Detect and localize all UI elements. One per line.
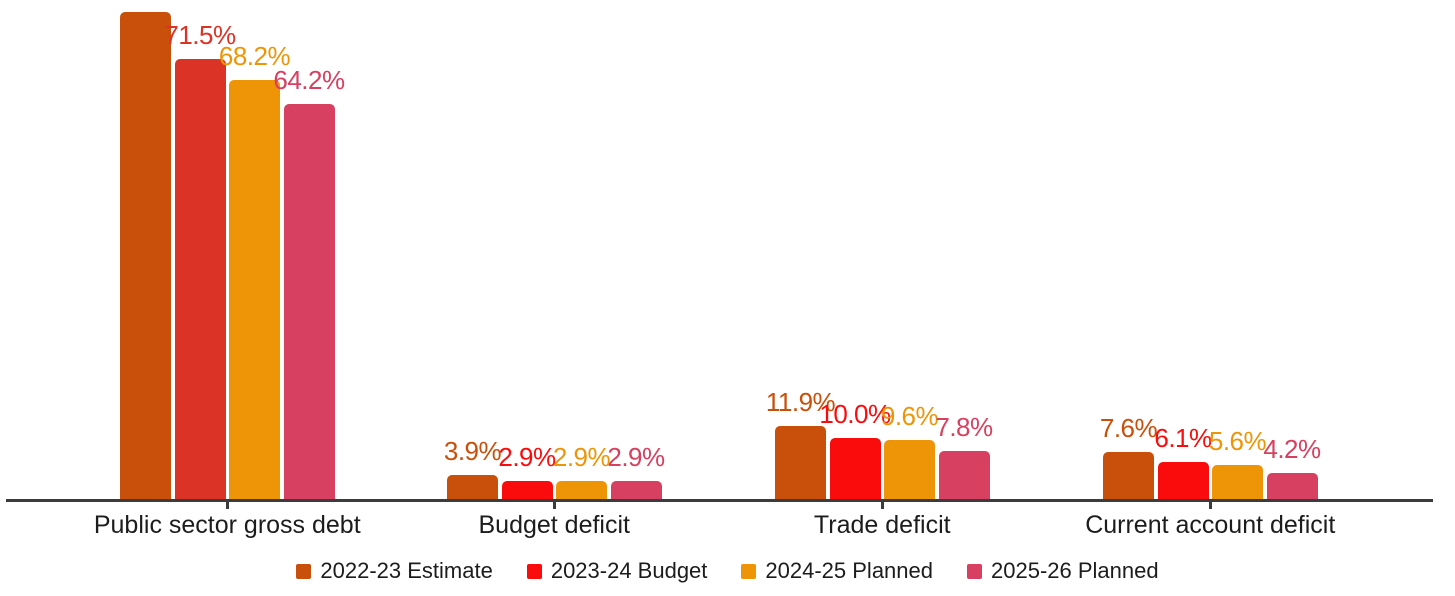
category-label: Trade deficit — [813, 511, 951, 539]
bar-slot: 7.8% — [935, 414, 993, 499]
bar-slot: 7.6% — [1100, 415, 1158, 499]
category-label: Current account deficit — [1085, 511, 1336, 539]
bar — [938, 451, 990, 499]
axis-tick — [881, 499, 884, 509]
bar-value-label: 9.6% — [880, 401, 939, 431]
x-axis-line — [6, 499, 1433, 502]
bar-slot: 4.2% — [1263, 436, 1321, 499]
bar — [556, 481, 607, 499]
legend-label: 2025-26 Planned — [991, 558, 1159, 583]
bar-slot: 9.6% — [881, 403, 939, 499]
bar-slot — [120, 11, 171, 499]
bar — [447, 475, 498, 499]
category-label: Public sector gross debt — [93, 511, 361, 539]
axis-tick — [1209, 499, 1212, 509]
legend-item: 2023-24 Budget — [526, 558, 708, 584]
bar-value-label: 6.1% — [1154, 422, 1212, 453]
legend: 2022-23 Estimate 2023-24 Budget 2024-25 Pl… — [0, 558, 1455, 584]
bar-value-label: 2.9% — [607, 442, 665, 473]
bar-value-label: 5.6% — [1208, 425, 1267, 456]
bar-group: 7.6% 6.1% 5.6% 4.2% — [1100, 415, 1321, 499]
bar-slot: 2.9% — [607, 444, 665, 499]
bar — [775, 425, 826, 499]
bar-group: 71.5% 68.2% 64.2% — [120, 11, 345, 499]
bar-value-label: 11.9% — [765, 386, 836, 417]
bar-slot: 68.2% — [219, 43, 291, 499]
bar-slot: 5.6% — [1209, 428, 1267, 499]
bar — [1103, 452, 1154, 499]
bar-slot: 10.0% — [819, 401, 891, 499]
legend-swatch — [967, 563, 982, 579]
bar-value-label: 4.2% — [1263, 434, 1321, 465]
bar — [884, 440, 935, 499]
axis-tick — [226, 499, 229, 509]
legend-item: 2022-23 Estimate — [296, 558, 493, 584]
legend-label: 2024-25 Planned — [765, 558, 933, 583]
legend-swatch — [296, 563, 312, 579]
legend-swatch — [741, 563, 757, 579]
bar-value-label: 7.6% — [1099, 413, 1158, 444]
bar — [283, 104, 335, 499]
legend-label: 2022-23 Estimate — [320, 558, 493, 583]
bar-slot: 71.5% — [164, 22, 236, 499]
bar-slot: 6.1% — [1154, 425, 1212, 499]
bar-value-label: 68.2% — [218, 40, 291, 71]
bar-value-label: 7.8% — [935, 412, 993, 442]
bar — [120, 11, 171, 499]
bar-value-label: 10.0% — [819, 398, 891, 429]
bar — [1212, 464, 1263, 499]
bar — [229, 79, 280, 499]
axis-tick — [553, 499, 556, 509]
bar — [829, 437, 881, 499]
bar — [1266, 473, 1318, 499]
bar-value-label: 71.5% — [164, 20, 236, 51]
bar-group: 3.9% 2.9% 2.9% 2.9% — [444, 438, 665, 499]
bar-slot: 2.9% — [553, 444, 611, 499]
bar-group: 11.9% 10.0% 9.6% 7.8% — [766, 389, 993, 499]
bar-slot: 11.9% — [766, 389, 836, 499]
bar-value-label: 2.9% — [498, 442, 556, 473]
bar-value-label: 2.9% — [552, 442, 611, 473]
category-label: Budget deficit — [478, 511, 631, 539]
bar-value-label: 64.2% — [273, 65, 345, 96]
bar — [174, 59, 226, 499]
legend-swatch — [526, 563, 542, 579]
bar — [1157, 461, 1209, 499]
legend-item: 2024-25 Planned — [741, 558, 933, 584]
bar-slot: 64.2% — [273, 67, 345, 499]
bar — [501, 481, 553, 499]
bar — [610, 481, 662, 499]
bar-slot: 3.9% — [444, 438, 502, 499]
bar-slot: 2.9% — [498, 444, 556, 499]
legend-item: 2025-26 Planned — [967, 558, 1159, 584]
legend-label: 2023-24 Budget — [550, 558, 708, 583]
bar-value-label: 3.9% — [443, 436, 502, 466]
